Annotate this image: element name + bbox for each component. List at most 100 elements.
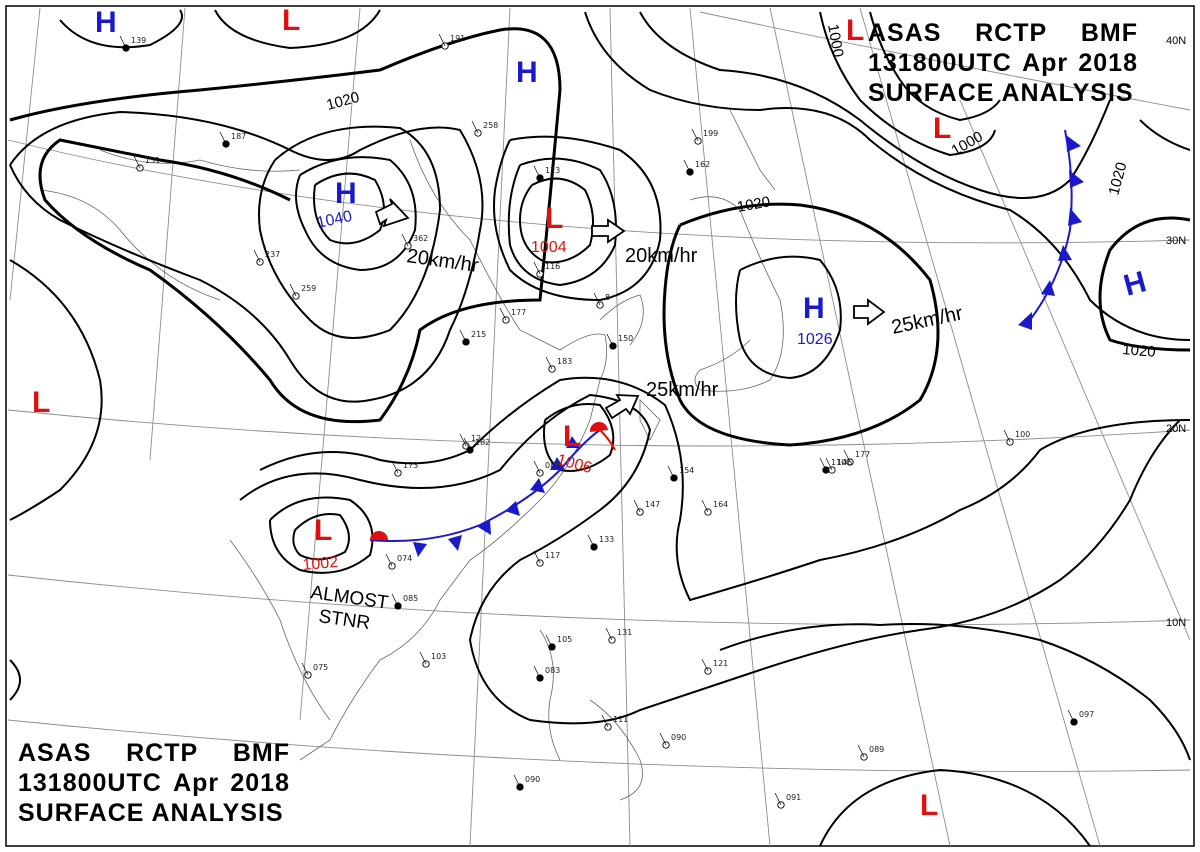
station-pressure: 177	[511, 308, 526, 317]
isobar	[269, 496, 374, 574]
wind-barb	[605, 627, 613, 641]
high-center-letter: H	[335, 177, 357, 210]
wind-barb	[499, 307, 507, 321]
motion-speed-labels: 20km/hr 20km/hr 25km/hr 25km/hr	[405, 245, 965, 401]
wind-barb	[391, 460, 399, 474]
station-pressure: 090	[525, 775, 540, 784]
station-pressure: 173	[403, 461, 418, 470]
station-pressure: 116	[545, 262, 560, 271]
low-center-letter: L	[920, 789, 938, 822]
station-pressure: 191	[450, 34, 465, 43]
wind-barb	[289, 283, 297, 297]
cold-front-triangle	[448, 535, 462, 551]
station-pressure: 177	[855, 450, 870, 459]
wind-barb	[683, 159, 691, 173]
station-pressure: 133	[599, 535, 614, 544]
lat-label-10n: 10N	[1166, 617, 1186, 629]
header-bottom: ASAS RCTP BMF 131800UTC Apr 2018 SURFACE…	[18, 738, 290, 828]
station-pressure: 154	[679, 466, 694, 475]
isobar	[819, 768, 1091, 847]
wind-barb	[667, 465, 675, 479]
wind-barb	[219, 131, 227, 145]
isobars	[9, 9, 1191, 847]
lat-label-40n: 40N	[1166, 35, 1186, 47]
cold-front-triangle	[1066, 135, 1081, 152]
low-center-letter: L	[933, 112, 951, 145]
station-pressure: 123	[545, 166, 560, 175]
station-pressure: 085	[403, 594, 418, 603]
cold-front-triangle	[478, 519, 491, 535]
isobar	[292, 513, 350, 561]
motion-arrows	[374, 198, 886, 420]
high-center-letter: H	[95, 6, 117, 39]
wind-barb	[633, 499, 641, 513]
wind-barb	[401, 233, 409, 247]
station-pressure: 215	[471, 330, 486, 339]
wind-barb	[701, 658, 709, 672]
station-pressure: 183	[557, 357, 572, 366]
station-pressure: 187	[231, 132, 246, 141]
station-pressure: 110	[831, 458, 846, 467]
station-pressure: 097	[1079, 710, 1094, 719]
low-center-letter: L	[846, 14, 864, 47]
coastlines	[39, 109, 784, 801]
station-pressure: 105	[557, 635, 572, 644]
header-product: SURFACE ANALYSIS	[18, 799, 284, 827]
station-pressure: 199	[703, 129, 718, 138]
wind-barb	[533, 550, 541, 564]
wind-barb	[819, 457, 827, 471]
warm-front-semicircle	[589, 421, 608, 432]
wind-barb	[774, 792, 782, 806]
map-border	[5, 5, 1195, 847]
cold-front-triangle	[1018, 312, 1032, 330]
cold-front-triangle	[550, 457, 565, 470]
wind-barb	[545, 634, 553, 648]
wind-barb	[691, 128, 699, 142]
cold-front-triangle	[1069, 170, 1084, 188]
isobar	[259, 376, 1191, 602]
high-center-pressure: 1040	[315, 208, 353, 232]
isobar	[1098, 216, 1191, 352]
low-center-letter: L	[32, 386, 50, 419]
station-pressure: 362	[413, 234, 428, 243]
isobar	[719, 623, 1191, 761]
station-pressure: 131	[145, 156, 160, 165]
cold-front-triangle	[1041, 280, 1055, 296]
motion-speed: 25km/hr	[646, 379, 719, 401]
station-pressure: 075	[313, 663, 328, 672]
cold-front-triangle	[566, 436, 580, 448]
isobar	[9, 259, 103, 521]
wind-barb	[119, 35, 127, 49]
isobar	[239, 393, 1181, 725]
isobar	[869, 11, 1001, 122]
header-agency: RCTP	[126, 739, 199, 767]
station-pressure: 182	[475, 438, 490, 447]
station-pressure: 103	[431, 652, 446, 661]
header-code: BMF	[1080, 19, 1138, 47]
isobar-label: 1020	[736, 193, 772, 216]
wind-barb	[513, 774, 521, 788]
header-month: Apr	[1022, 49, 1069, 77]
station-pressure: 259	[301, 284, 316, 293]
station-pressure: 131	[617, 628, 632, 637]
isobar	[518, 177, 595, 264]
isobar	[662, 202, 940, 447]
station-pressure: 164	[713, 500, 728, 509]
station-pressure: 100	[1015, 430, 1030, 439]
motion-arrow-icon	[591, 218, 626, 244]
cold-front-east	[1018, 129, 1084, 330]
motion-speed: 20km/hr	[625, 245, 698, 267]
station-pressure: 117	[545, 551, 560, 560]
station-pressure: 150	[618, 334, 633, 343]
wind-barb	[601, 714, 609, 728]
station-pressure: 074	[397, 554, 412, 563]
wind-barb	[471, 120, 479, 134]
station-pressure: 258	[483, 121, 498, 130]
high-center-letter: H	[1120, 265, 1149, 302]
header-region: ASAS	[868, 19, 942, 47]
station-pressure: 139	[131, 36, 146, 45]
low-center-letter: L	[282, 4, 300, 37]
isobar	[258, 125, 442, 339]
isobar	[59, 9, 183, 49]
station-pressure: 146	[837, 458, 852, 467]
